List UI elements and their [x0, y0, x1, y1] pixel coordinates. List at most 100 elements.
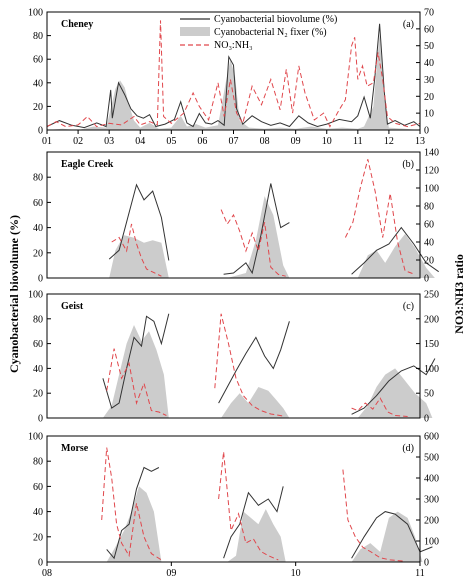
series-n2fixer-area	[351, 511, 423, 562]
series-ratio-line	[106, 348, 167, 416]
y-tick-label: 60	[33, 198, 43, 209]
series-ratio-line	[218, 451, 279, 561]
y-tick-label: 80	[33, 314, 43, 325]
y2-tick-label: 0	[424, 274, 429, 285]
series-n2fixer-area	[227, 196, 290, 278]
x-tick-label: 07	[229, 136, 239, 147]
y2-tick-label: 60	[424, 24, 434, 35]
y2-tick-label: 10	[424, 109, 434, 120]
y-tick-label: 20	[33, 389, 43, 400]
y-tick-label: 80	[33, 173, 43, 184]
y-tick-label: 60	[33, 482, 43, 493]
series-n2fixer-area	[227, 509, 286, 562]
x-tick-label: 04	[135, 136, 145, 147]
y-tick-label: 20	[33, 102, 43, 113]
y2-tick-label: 70	[424, 8, 434, 19]
site-label: Eagle Creek	[61, 159, 114, 170]
x-tick-label: 02	[73, 136, 83, 147]
series-ratio-line	[351, 397, 408, 417]
x-tick-label: 01	[42, 136, 52, 147]
y-tick-label: 100	[28, 290, 43, 301]
panel-tag: (a)	[403, 19, 414, 30]
chart-panel: 0 20 40 60 80 100 0 100 200 300 400 500 600 08 09 10 11 M…	[28, 432, 439, 580]
series-n2fixer-area	[106, 486, 162, 562]
y-tick-label: 60	[33, 55, 43, 66]
site-label: Geist	[61, 301, 84, 312]
series-biovolume-line	[223, 486, 284, 559]
series-ratio-line	[214, 313, 284, 417]
y2-tick-label: 500	[424, 453, 439, 464]
y2-tick-label: 400	[424, 474, 439, 485]
legend-swatch-n2fixer	[180, 27, 210, 36]
legend-label-n2fixer: Cyanobacterial N₂ fixer (%)	[214, 27, 327, 38]
series-ratio-line	[101, 447, 162, 561]
series-biovolume-line	[108, 183, 170, 261]
y-tick-label: 60	[33, 339, 43, 350]
y-tick-label: 100	[28, 432, 43, 443]
series-n2fixer-area	[357, 368, 433, 418]
y2-tick-label: 100	[424, 537, 439, 548]
y-tick-label: 100	[28, 8, 43, 19]
y2-tick-label: 40	[424, 58, 434, 69]
y-tick-label: 0	[38, 558, 43, 569]
y2-tick-label: 20	[424, 256, 434, 267]
series-n2fixer-area	[47, 33, 420, 131]
series-biovolume-line	[223, 183, 290, 275]
x-tick-label: 12	[384, 136, 394, 147]
y-tick-label: 40	[33, 78, 43, 89]
series-n2fixer-area	[102, 325, 169, 418]
legend-label-biovolume: Cyanobacterial biovolume (%)	[214, 14, 337, 25]
y2-tick-label: 200	[424, 314, 439, 325]
y2-tick-label: 40	[424, 238, 434, 249]
series-biovolume-line	[351, 511, 433, 559]
series-n2fixer-area	[109, 235, 169, 278]
y2-tick-label: 80	[424, 202, 434, 213]
y-tick-label: 0	[38, 274, 43, 285]
y2-tick-label: 600	[424, 432, 439, 443]
x-tick-label: 09	[166, 568, 176, 579]
y2-tick-label: 150	[424, 339, 439, 350]
y2-tick-label: 200	[424, 516, 439, 527]
y2-tick-label: 0	[424, 414, 429, 425]
y-tick-label: 80	[33, 31, 43, 42]
x-tick-label: 08	[42, 568, 52, 579]
y-tick-label: 20	[33, 532, 43, 543]
series-biovolume-line	[351, 358, 436, 415]
x-tick-label: 11	[415, 568, 425, 579]
x-tick-label: 08	[260, 136, 270, 147]
series-ratio-line	[46, 20, 421, 128]
y2-tick-label: 0	[424, 126, 429, 137]
y2-tick-label: 100	[424, 184, 439, 195]
ylabel-right: NO3:NH3 ratio	[452, 254, 466, 334]
series-n2fixer-area	[357, 233, 435, 278]
series-biovolume-line	[218, 321, 290, 404]
y2-tick-label: 300	[424, 495, 439, 506]
series-ratio-line	[220, 209, 286, 277]
series-ratio-line	[111, 223, 162, 277]
y2-tick-label: 140	[424, 148, 439, 159]
x-tick-label: 09	[291, 136, 301, 147]
y2-tick-label: 120	[424, 166, 439, 177]
y-tick-label: 40	[33, 223, 43, 234]
y2-tick-label: 60	[424, 220, 434, 231]
x-tick-label: 05	[166, 136, 176, 147]
plot-frame	[46, 151, 421, 279]
x-tick-label: 13	[415, 136, 425, 147]
series-biovolume-line	[46, 23, 421, 129]
site-label: Morse	[61, 443, 89, 454]
x-tick-label: 11	[353, 136, 363, 147]
y2-tick-label: 50	[424, 389, 434, 400]
series-biovolume-line	[106, 466, 160, 560]
y-tick-label: 0	[38, 126, 43, 137]
x-tick-label: 06	[197, 136, 207, 147]
x-tick-label: 03	[104, 136, 114, 147]
site-label: Cheney	[61, 19, 93, 30]
y-tick-label: 0	[38, 414, 43, 425]
y2-tick-label: 20	[424, 92, 434, 103]
plot-frame	[46, 435, 421, 563]
series-biovolume-line	[351, 226, 439, 275]
y2-tick-label: 100	[424, 364, 439, 375]
series-ratio-line	[344, 159, 416, 275]
y-tick-label: 20	[33, 248, 43, 259]
